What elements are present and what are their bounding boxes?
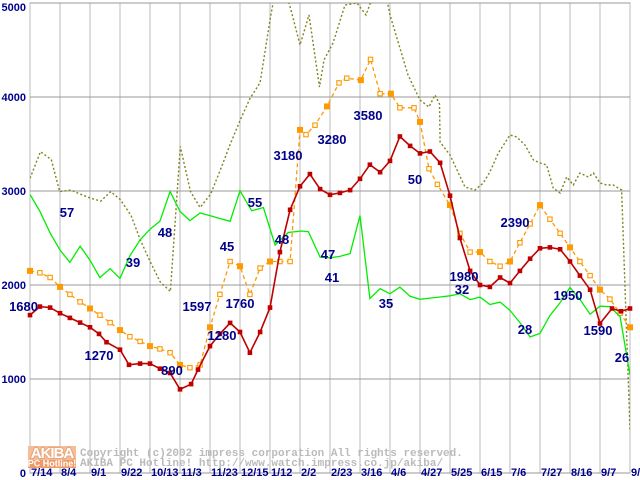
svg-text:32: 32	[455, 282, 469, 297]
svg-text:57: 57	[60, 205, 74, 220]
svg-text:6/15: 6/15	[481, 467, 502, 479]
svg-text:AKIBA PC Hotline! http://ww: AKIBA PC Hotline! http://www.watch.impre…	[80, 458, 443, 470]
svg-text:7/6: 7/6	[511, 467, 526, 479]
svg-text:9/7: 9/7	[601, 467, 616, 479]
svg-text:2000: 2000	[2, 280, 26, 292]
svg-text:3580: 3580	[354, 108, 383, 123]
svg-text:3280: 3280	[318, 132, 347, 147]
svg-text:1760: 1760	[226, 296, 255, 311]
svg-text:1950: 1950	[554, 288, 583, 303]
svg-text:55: 55	[248, 195, 262, 210]
svg-text:0: 0	[20, 468, 26, 480]
svg-text:5000: 5000	[2, 2, 26, 14]
svg-text:50: 50	[408, 172, 422, 187]
svg-text:PC Hotline!: PC Hotline!	[28, 459, 77, 469]
svg-text:35: 35	[379, 296, 393, 311]
svg-text:4000: 4000	[2, 92, 26, 104]
svg-text:41: 41	[325, 270, 339, 285]
svg-text:1680: 1680	[9, 299, 38, 314]
svg-text:1280: 1280	[208, 328, 237, 343]
svg-text:48: 48	[158, 225, 172, 240]
svg-text:1590: 1590	[584, 323, 613, 338]
svg-text:26: 26	[615, 350, 629, 365]
svg-text:8/4: 8/4	[61, 467, 77, 479]
svg-text:1270: 1270	[85, 348, 114, 363]
svg-text:45: 45	[220, 239, 234, 254]
svg-text:3000: 3000	[2, 186, 26, 198]
svg-text:890: 890	[161, 363, 183, 378]
svg-text:5/25: 5/25	[451, 467, 472, 479]
svg-text:48: 48	[275, 232, 289, 247]
svg-text:8/16: 8/16	[571, 467, 592, 479]
svg-text:7/14: 7/14	[31, 467, 53, 479]
svg-text:47: 47	[321, 247, 335, 262]
svg-text:7/27: 7/27	[541, 467, 562, 479]
svg-text:3180: 3180	[274, 148, 303, 163]
svg-text:2390: 2390	[501, 215, 530, 230]
svg-text:28: 28	[518, 322, 532, 337]
svg-text:9/28: 9/28	[631, 467, 640, 479]
svg-text:1597: 1597	[183, 299, 212, 314]
svg-text:1000: 1000	[2, 374, 26, 386]
svg-text:39: 39	[126, 255, 140, 270]
